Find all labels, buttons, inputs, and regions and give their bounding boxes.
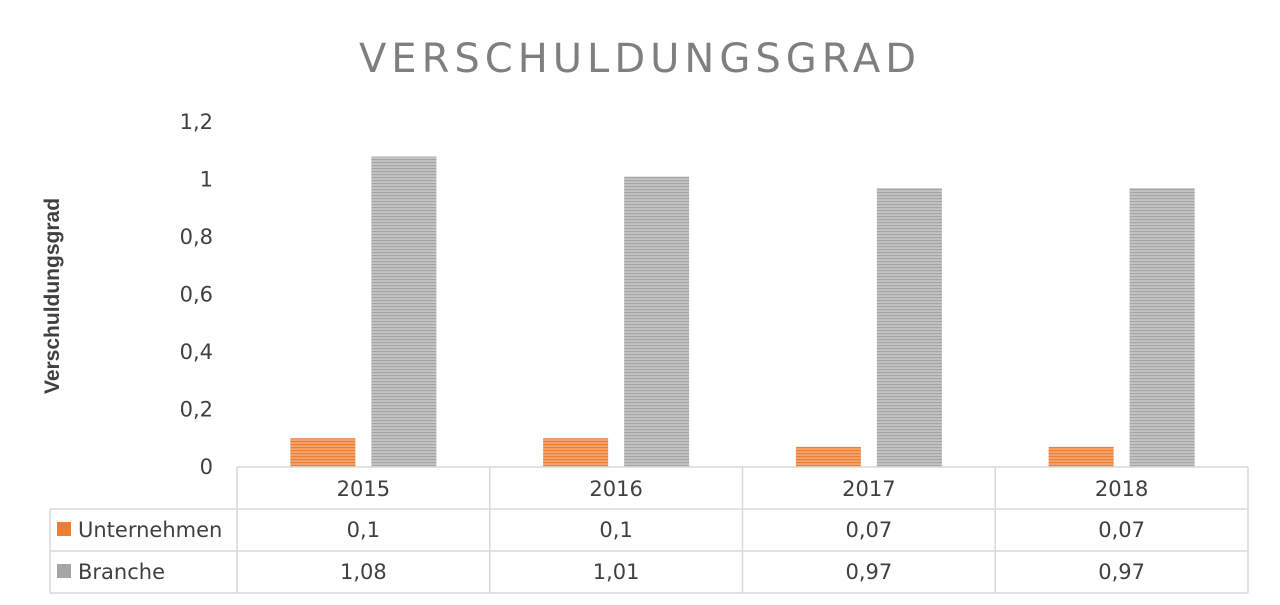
data-label: 0,97 (845, 560, 892, 584)
bar-unternehmen-2018 (1048, 446, 1114, 467)
x-category-label: 2017 (842, 477, 895, 501)
y-tick-label: 1 (200, 168, 213, 192)
data-label: 0,07 (1098, 518, 1145, 542)
y-axis-label: Verschuldungsgrad (41, 198, 64, 394)
legend-swatch-unternehmen (57, 522, 71, 536)
legend-swatch-branche (57, 564, 71, 578)
y-axis-ticks: 0 0,2 0,4 0,6 0,8 1 1,2 (180, 110, 213, 479)
x-category-label: 2015 (337, 477, 390, 501)
y-tick-label: 0 (200, 455, 213, 479)
bar-branche-2016 (624, 176, 690, 467)
y-tick-label: 0,2 (180, 398, 213, 422)
data-label: 0,1 (347, 518, 380, 542)
bar-unternehmen-2015 (290, 438, 356, 467)
legend-label: Branche (78, 560, 165, 584)
data-label: 0,07 (845, 518, 892, 542)
bar-branche-2015 (371, 156, 437, 467)
bar-unternehmen-2017 (795, 446, 861, 467)
data-label: 0,97 (1098, 560, 1145, 584)
data-label: 1,08 (340, 560, 387, 584)
plot-bars (290, 156, 1195, 467)
bar-branche-2017 (876, 188, 942, 467)
x-category-label: 2018 (1095, 477, 1148, 501)
data-label: 0,1 (599, 518, 632, 542)
data-table: 2015 2016 2017 2018 Unternehmen 0,1 0,1 0,07 0,0… (49, 466, 1249, 594)
legend-label: Unternehmen (78, 518, 222, 542)
bar-branche-2018 (1129, 188, 1195, 467)
y-tick-label: 0,4 (180, 340, 213, 364)
data-label: 1,01 (593, 560, 640, 584)
x-category-label: 2016 (589, 477, 642, 501)
chart-title: VERSCHULDUNGSGRAD (359, 36, 921, 82)
bar-unternehmen-2016 (543, 438, 609, 467)
y-tick-label: 0,6 (180, 283, 213, 307)
y-tick-label: 1,2 (180, 110, 213, 134)
y-tick-label: 0,8 (180, 225, 213, 249)
